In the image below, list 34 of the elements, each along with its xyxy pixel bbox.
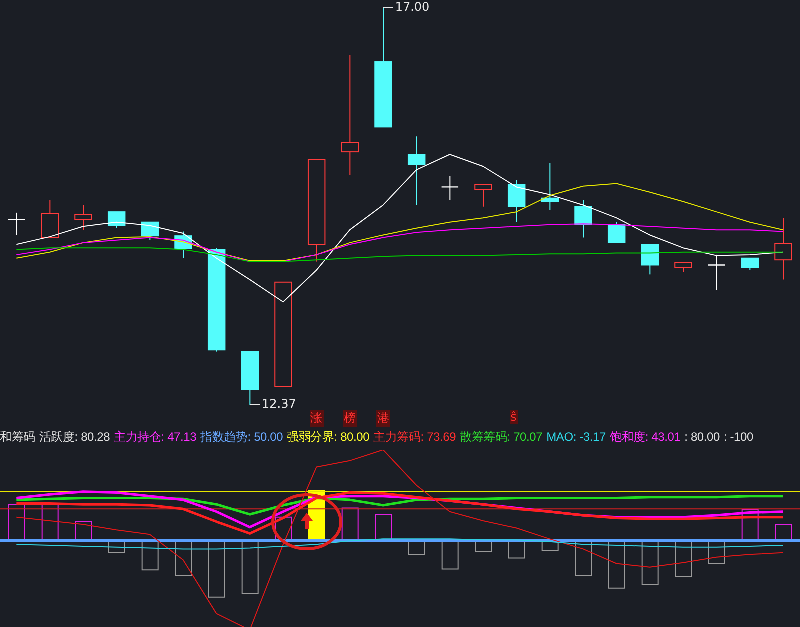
candlestick [708,254,726,291]
chart-title: 和筹码 [0,428,36,446]
bar [208,540,226,598]
text: ŝ [510,410,518,424]
text: 饱和度: 43.01 [610,428,681,446]
text: 主力筹码: 73.69 [374,428,456,446]
candlestick [774,218,792,280]
bar [8,504,26,542]
candlestick [341,54,360,176]
text: 强弱分界: 80.00 [287,428,370,446]
text: : -100 [724,430,754,444]
text: 涨 [310,410,324,427]
text: 散筹筹码: 70.07 [460,428,543,446]
text: 指数趋势: 50.00 [200,428,284,446]
text: 榜 [343,410,357,427]
text: 港 [376,410,390,427]
text: : 80.00 [684,430,720,444]
annotation: 12.37 [261,397,296,411]
candlestick [408,136,426,206]
annotation: 17.00 [394,0,430,14]
bar [375,514,392,542]
text: 活跃度: 80.28 [39,428,110,446]
bar [642,540,659,586]
bar [442,540,459,570]
bar [142,540,159,571]
text: MAO: -3.17 [546,430,606,444]
bar [342,508,359,542]
candlestick [541,162,560,211]
bar [242,540,259,594]
bar [508,540,526,559]
bar [608,540,626,589]
candlestick [74,204,92,231]
candlestick [441,176,460,201]
text: 主力持仓: 47.13 [114,428,197,446]
